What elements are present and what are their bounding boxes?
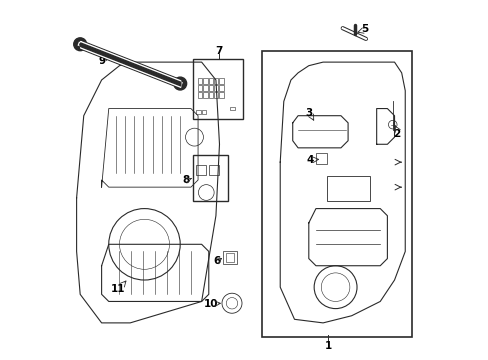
Bar	[230, 107, 234, 111]
Bar	[219, 85, 224, 91]
Bar	[262, 51, 411, 337]
Text: 2: 2	[392, 129, 399, 139]
Bar	[198, 78, 202, 84]
Bar	[214, 93, 218, 98]
Bar	[201, 111, 206, 114]
Bar	[198, 93, 202, 98]
Bar	[208, 165, 218, 175]
Bar	[203, 93, 207, 98]
Text: 6: 6	[213, 256, 220, 266]
Bar	[208, 85, 213, 91]
Bar	[219, 78, 224, 84]
Bar	[326, 176, 369, 202]
Text: 9: 9	[98, 56, 105, 66]
Text: 10: 10	[203, 299, 217, 309]
Circle shape	[74, 38, 86, 51]
Bar	[315, 153, 326, 164]
Bar	[208, 78, 213, 84]
Bar	[198, 85, 202, 91]
Bar	[223, 251, 237, 264]
Text: 3: 3	[305, 108, 312, 118]
Circle shape	[173, 77, 186, 90]
Bar	[192, 59, 242, 119]
Text: 7: 7	[215, 46, 222, 56]
Bar	[196, 111, 201, 114]
Bar	[203, 78, 207, 84]
Bar	[196, 165, 206, 175]
Bar	[214, 78, 218, 84]
Text: 5: 5	[361, 24, 368, 34]
Text: 8: 8	[183, 175, 189, 185]
Text: 4: 4	[306, 155, 314, 165]
Bar	[226, 253, 234, 262]
Bar	[208, 93, 213, 98]
Bar	[219, 93, 224, 98]
Bar	[192, 155, 228, 202]
Bar	[214, 85, 218, 91]
Text: 11: 11	[110, 284, 124, 294]
Bar	[203, 85, 207, 91]
Text: 1: 1	[324, 341, 331, 351]
